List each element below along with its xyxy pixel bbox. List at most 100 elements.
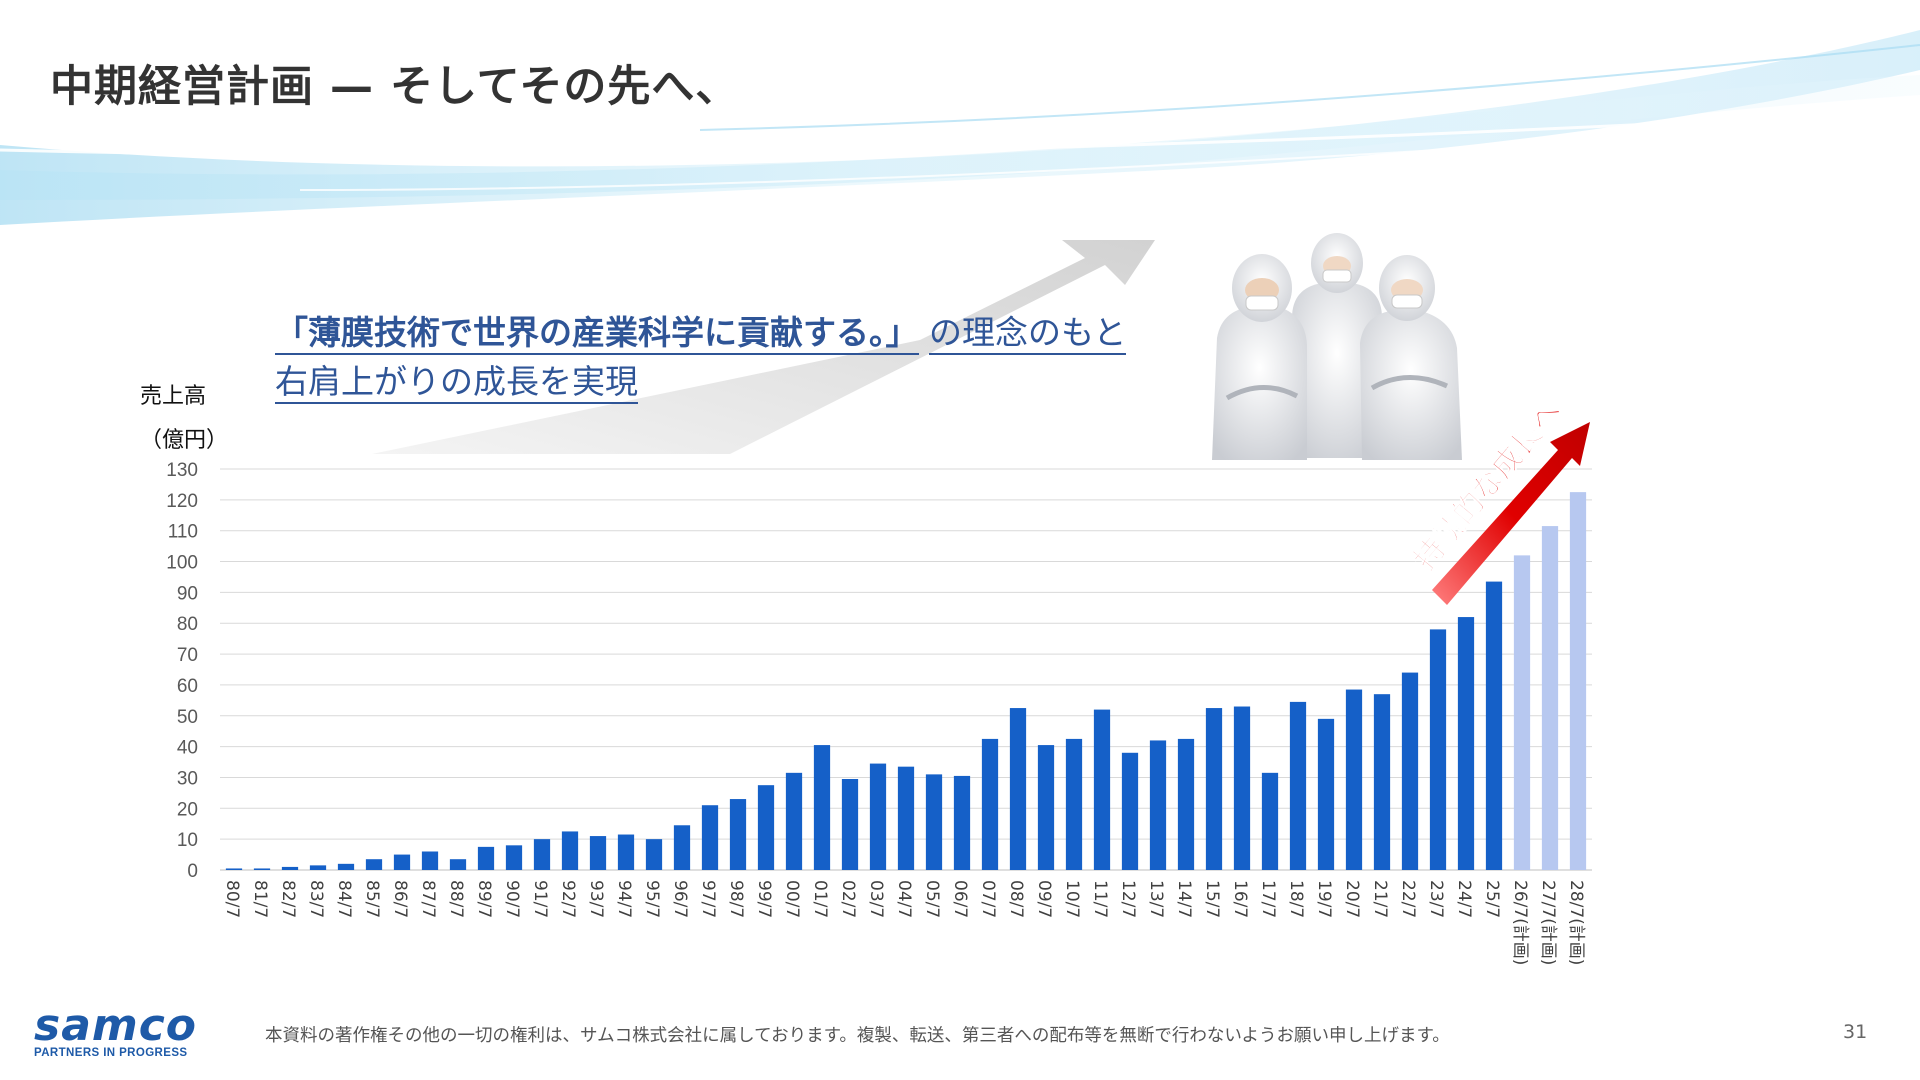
x-tick-label: 92/7 (558, 880, 578, 918)
cleanroom-staff-photo (1212, 228, 1462, 460)
x-tick-label: 28/7(計画) (1566, 880, 1586, 965)
decorative-swoosh-background (0, 30, 1920, 225)
y-tick-label: 80 (177, 614, 198, 635)
x-tick-label: 89/7 (474, 880, 494, 918)
x-tick-label: 87/7 (418, 880, 438, 918)
bar (1457, 617, 1475, 870)
x-tick-label: 18/7 (1286, 880, 1306, 918)
bar (953, 775, 971, 870)
x-tick-label: 27/7(計画) (1538, 880, 1558, 965)
x-tick-label: 01/7 (810, 880, 830, 918)
bar (337, 863, 355, 870)
mission-suffix: の理念のもと (929, 313, 1127, 355)
bar (981, 738, 999, 870)
x-tick-label: 15/7 (1202, 880, 1222, 918)
x-tick-label: 00/7 (782, 880, 802, 918)
bar (1541, 526, 1559, 870)
y-tick-label: 70 (177, 645, 198, 666)
y-tick-label: 100 (166, 553, 198, 574)
bar (365, 859, 383, 870)
bar (1485, 581, 1503, 870)
x-tick-label: 95/7 (642, 880, 662, 918)
page-number: 31 (1843, 1021, 1868, 1043)
y-tick-label: 60 (177, 676, 198, 697)
bar (645, 839, 663, 870)
bar (1093, 709, 1111, 870)
bar (281, 866, 299, 870)
x-tick-label: 82/7 (278, 880, 298, 918)
x-tick-label: 13/7 (1146, 880, 1166, 918)
y-tick-label: 130 (166, 460, 198, 481)
x-tick-label: 88/7 (446, 880, 466, 918)
bar (841, 779, 859, 870)
x-tick-label: 04/7 (894, 880, 914, 918)
bar (1429, 629, 1447, 870)
samco-logo: samco PARTNERS IN PROGRESS (34, 1000, 198, 1060)
y-tick-label: 40 (177, 738, 198, 759)
mission-statement: 「薄膜技術で世界の産業科学に貢献する。」 の理念のもと 右肩上がりの成長を実現 (275, 308, 1215, 406)
x-tick-label: 12/7 (1118, 880, 1138, 918)
x-tick-label: 08/7 (1006, 880, 1026, 918)
y-tick-label: 10 (177, 830, 198, 851)
x-tick-label: 17/7 (1258, 880, 1278, 918)
x-tick-label: 26/7(計画) (1510, 880, 1530, 965)
x-tick-label: 19/7 (1314, 880, 1334, 918)
x-tick-label: 91/7 (530, 880, 550, 918)
bar (785, 772, 803, 870)
bar (1345, 689, 1363, 870)
x-tick-label: 97/7 (698, 880, 718, 918)
bar (1149, 740, 1167, 870)
bar (729, 799, 747, 870)
bar (869, 763, 887, 870)
y-tick-label: 50 (177, 707, 198, 728)
y-tick-label: 0 (187, 861, 198, 882)
bar (225, 868, 243, 870)
bar (1513, 555, 1531, 870)
copyright-notice: 本資料の著作権その他の一切の権利は、サムコ株式会社に属しております。複製、転送、… (265, 1026, 1450, 1046)
x-tick-label: 85/7 (362, 880, 382, 918)
bar (925, 774, 943, 870)
x-tick-label: 14/7 (1174, 880, 1194, 918)
x-tick-label: 05/7 (922, 880, 942, 918)
bar (1261, 772, 1279, 870)
y-tick-label: 120 (166, 491, 198, 512)
bar (1317, 718, 1335, 870)
logo-wordmark: samco (34, 1000, 198, 1051)
x-tick-label: 86/7 (390, 880, 410, 918)
bar (393, 854, 411, 870)
bar (533, 839, 551, 870)
bar (1121, 752, 1139, 870)
x-tick-label: 06/7 (950, 880, 970, 918)
x-tick-label: 22/7 (1398, 880, 1418, 918)
y-tick-label: 20 (177, 799, 198, 820)
bar (1205, 708, 1223, 870)
x-tick-label: 98/7 (726, 880, 746, 918)
bar (757, 785, 775, 870)
bar (673, 825, 691, 870)
x-tick-label: 99/7 (754, 880, 774, 918)
slide-title: 中期経営計画 — そしてその先へ、 (50, 62, 740, 112)
bar (1373, 694, 1391, 870)
x-tick-label: 90/7 (502, 880, 522, 918)
y-axis-unit: （億円） (140, 428, 229, 453)
x-tick-label: 16/7 (1230, 880, 1250, 918)
bar (449, 859, 467, 870)
bar (1009, 708, 1027, 870)
x-tick-label: 07/7 (978, 880, 998, 918)
x-tick-label: 10/7 (1062, 880, 1082, 918)
bar (1065, 738, 1083, 870)
x-tick-label: 83/7 (306, 880, 326, 918)
x-tick-label: 03/7 (866, 880, 886, 918)
x-tick-label: 81/7 (250, 880, 270, 918)
x-tick-label: 25/7 (1482, 880, 1502, 918)
y-tick-label: 110 (168, 522, 198, 543)
bar (253, 868, 271, 870)
bar (1289, 701, 1307, 870)
mission-line2: 右肩上がりの成長を実現 (275, 362, 638, 404)
bar (421, 851, 439, 870)
logo-tagline: PARTNERS IN PROGRESS (34, 1047, 188, 1059)
